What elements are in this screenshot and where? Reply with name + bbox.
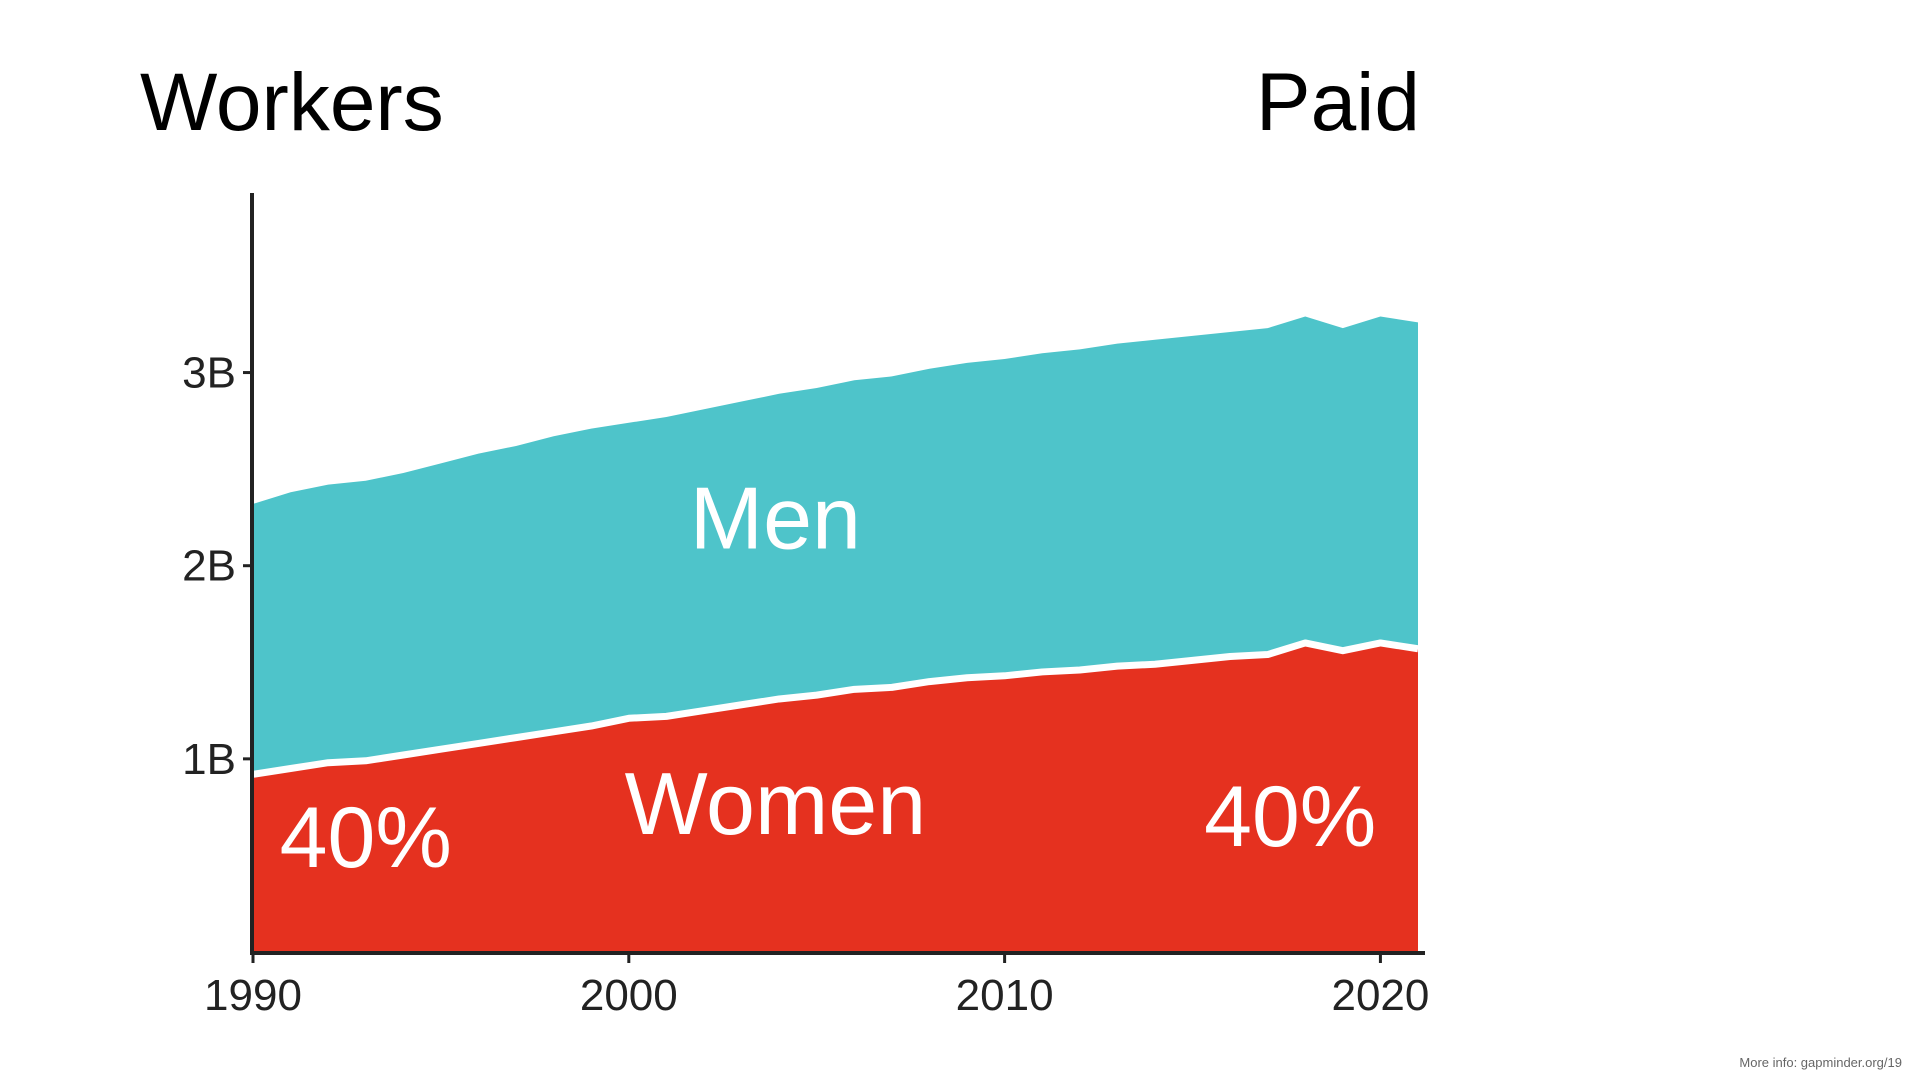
area-label-40-percent-3: 40% [1204,769,1376,865]
area-label-men-0: Men [690,468,861,567]
series-separator-line [252,639,1419,778]
title-paid: Paid [1255,57,1420,148]
men-area [253,316,1418,775]
title-workers: Workers [140,57,444,148]
area-label-40-percent-2: 40% [280,790,452,886]
x-tick-label-2020: 2020 [1331,971,1429,1020]
x-tick-label-2010: 2010 [956,971,1054,1020]
women-area [253,642,1418,952]
y-tick-label-1B: 1B [182,735,236,784]
x-tick-label-2000: 2000 [580,971,678,1020]
y-tick-label-3B: 3B [182,349,236,398]
area-label-women-1: Women [625,754,927,853]
footer-more-info[interactable]: More info: gapminder.org/19 [1739,1055,1902,1070]
y-tick-label-2B: 2B [182,542,236,591]
x-tick-label-1990: 1990 [204,971,302,1020]
